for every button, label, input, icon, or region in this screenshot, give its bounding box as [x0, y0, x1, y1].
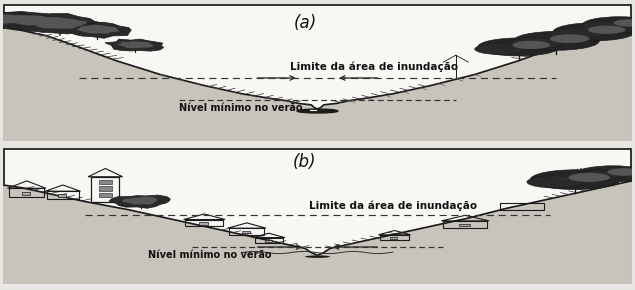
Text: Nível mínimo no verão: Nível mínimo no verão — [148, 251, 271, 260]
Circle shape — [510, 37, 563, 49]
Circle shape — [553, 23, 635, 41]
Circle shape — [530, 170, 620, 189]
Polygon shape — [241, 231, 250, 233]
Circle shape — [512, 41, 550, 49]
Circle shape — [580, 22, 625, 32]
Polygon shape — [5, 15, 55, 26]
Polygon shape — [0, 12, 35, 28]
Polygon shape — [58, 194, 66, 197]
Circle shape — [576, 166, 635, 182]
Text: Limite da área de inundação: Limite da área de inundação — [290, 62, 458, 72]
Polygon shape — [105, 39, 164, 51]
Circle shape — [568, 173, 610, 182]
Polygon shape — [16, 14, 107, 34]
Ellipse shape — [305, 255, 330, 258]
Polygon shape — [98, 180, 112, 184]
Polygon shape — [77, 25, 119, 34]
Polygon shape — [3, 181, 632, 284]
Circle shape — [514, 31, 599, 50]
Ellipse shape — [297, 109, 338, 113]
Circle shape — [475, 44, 525, 55]
Text: Nível mínimo no verão: Nível mínimo no verão — [179, 103, 303, 113]
Circle shape — [582, 17, 635, 33]
Circle shape — [607, 168, 635, 176]
Polygon shape — [123, 197, 157, 205]
Polygon shape — [199, 222, 208, 225]
Circle shape — [478, 38, 559, 56]
Circle shape — [550, 28, 600, 39]
Polygon shape — [0, 11, 70, 30]
Circle shape — [613, 19, 635, 27]
Polygon shape — [98, 186, 112, 191]
Circle shape — [573, 171, 618, 181]
Text: (a): (a) — [293, 14, 317, 32]
Polygon shape — [22, 192, 30, 195]
Polygon shape — [109, 195, 170, 208]
Polygon shape — [98, 193, 112, 197]
Polygon shape — [458, 224, 470, 226]
Polygon shape — [65, 22, 131, 38]
Polygon shape — [116, 41, 153, 48]
Circle shape — [550, 34, 589, 43]
Text: (b): (b) — [293, 153, 317, 171]
Text: Limite da área de inundação: Limite da área de inundação — [309, 201, 477, 211]
Polygon shape — [0, 14, 23, 24]
Polygon shape — [3, 28, 632, 141]
Polygon shape — [32, 17, 87, 29]
Circle shape — [588, 26, 625, 34]
Polygon shape — [265, 240, 272, 242]
Polygon shape — [391, 237, 398, 239]
Circle shape — [527, 176, 582, 188]
